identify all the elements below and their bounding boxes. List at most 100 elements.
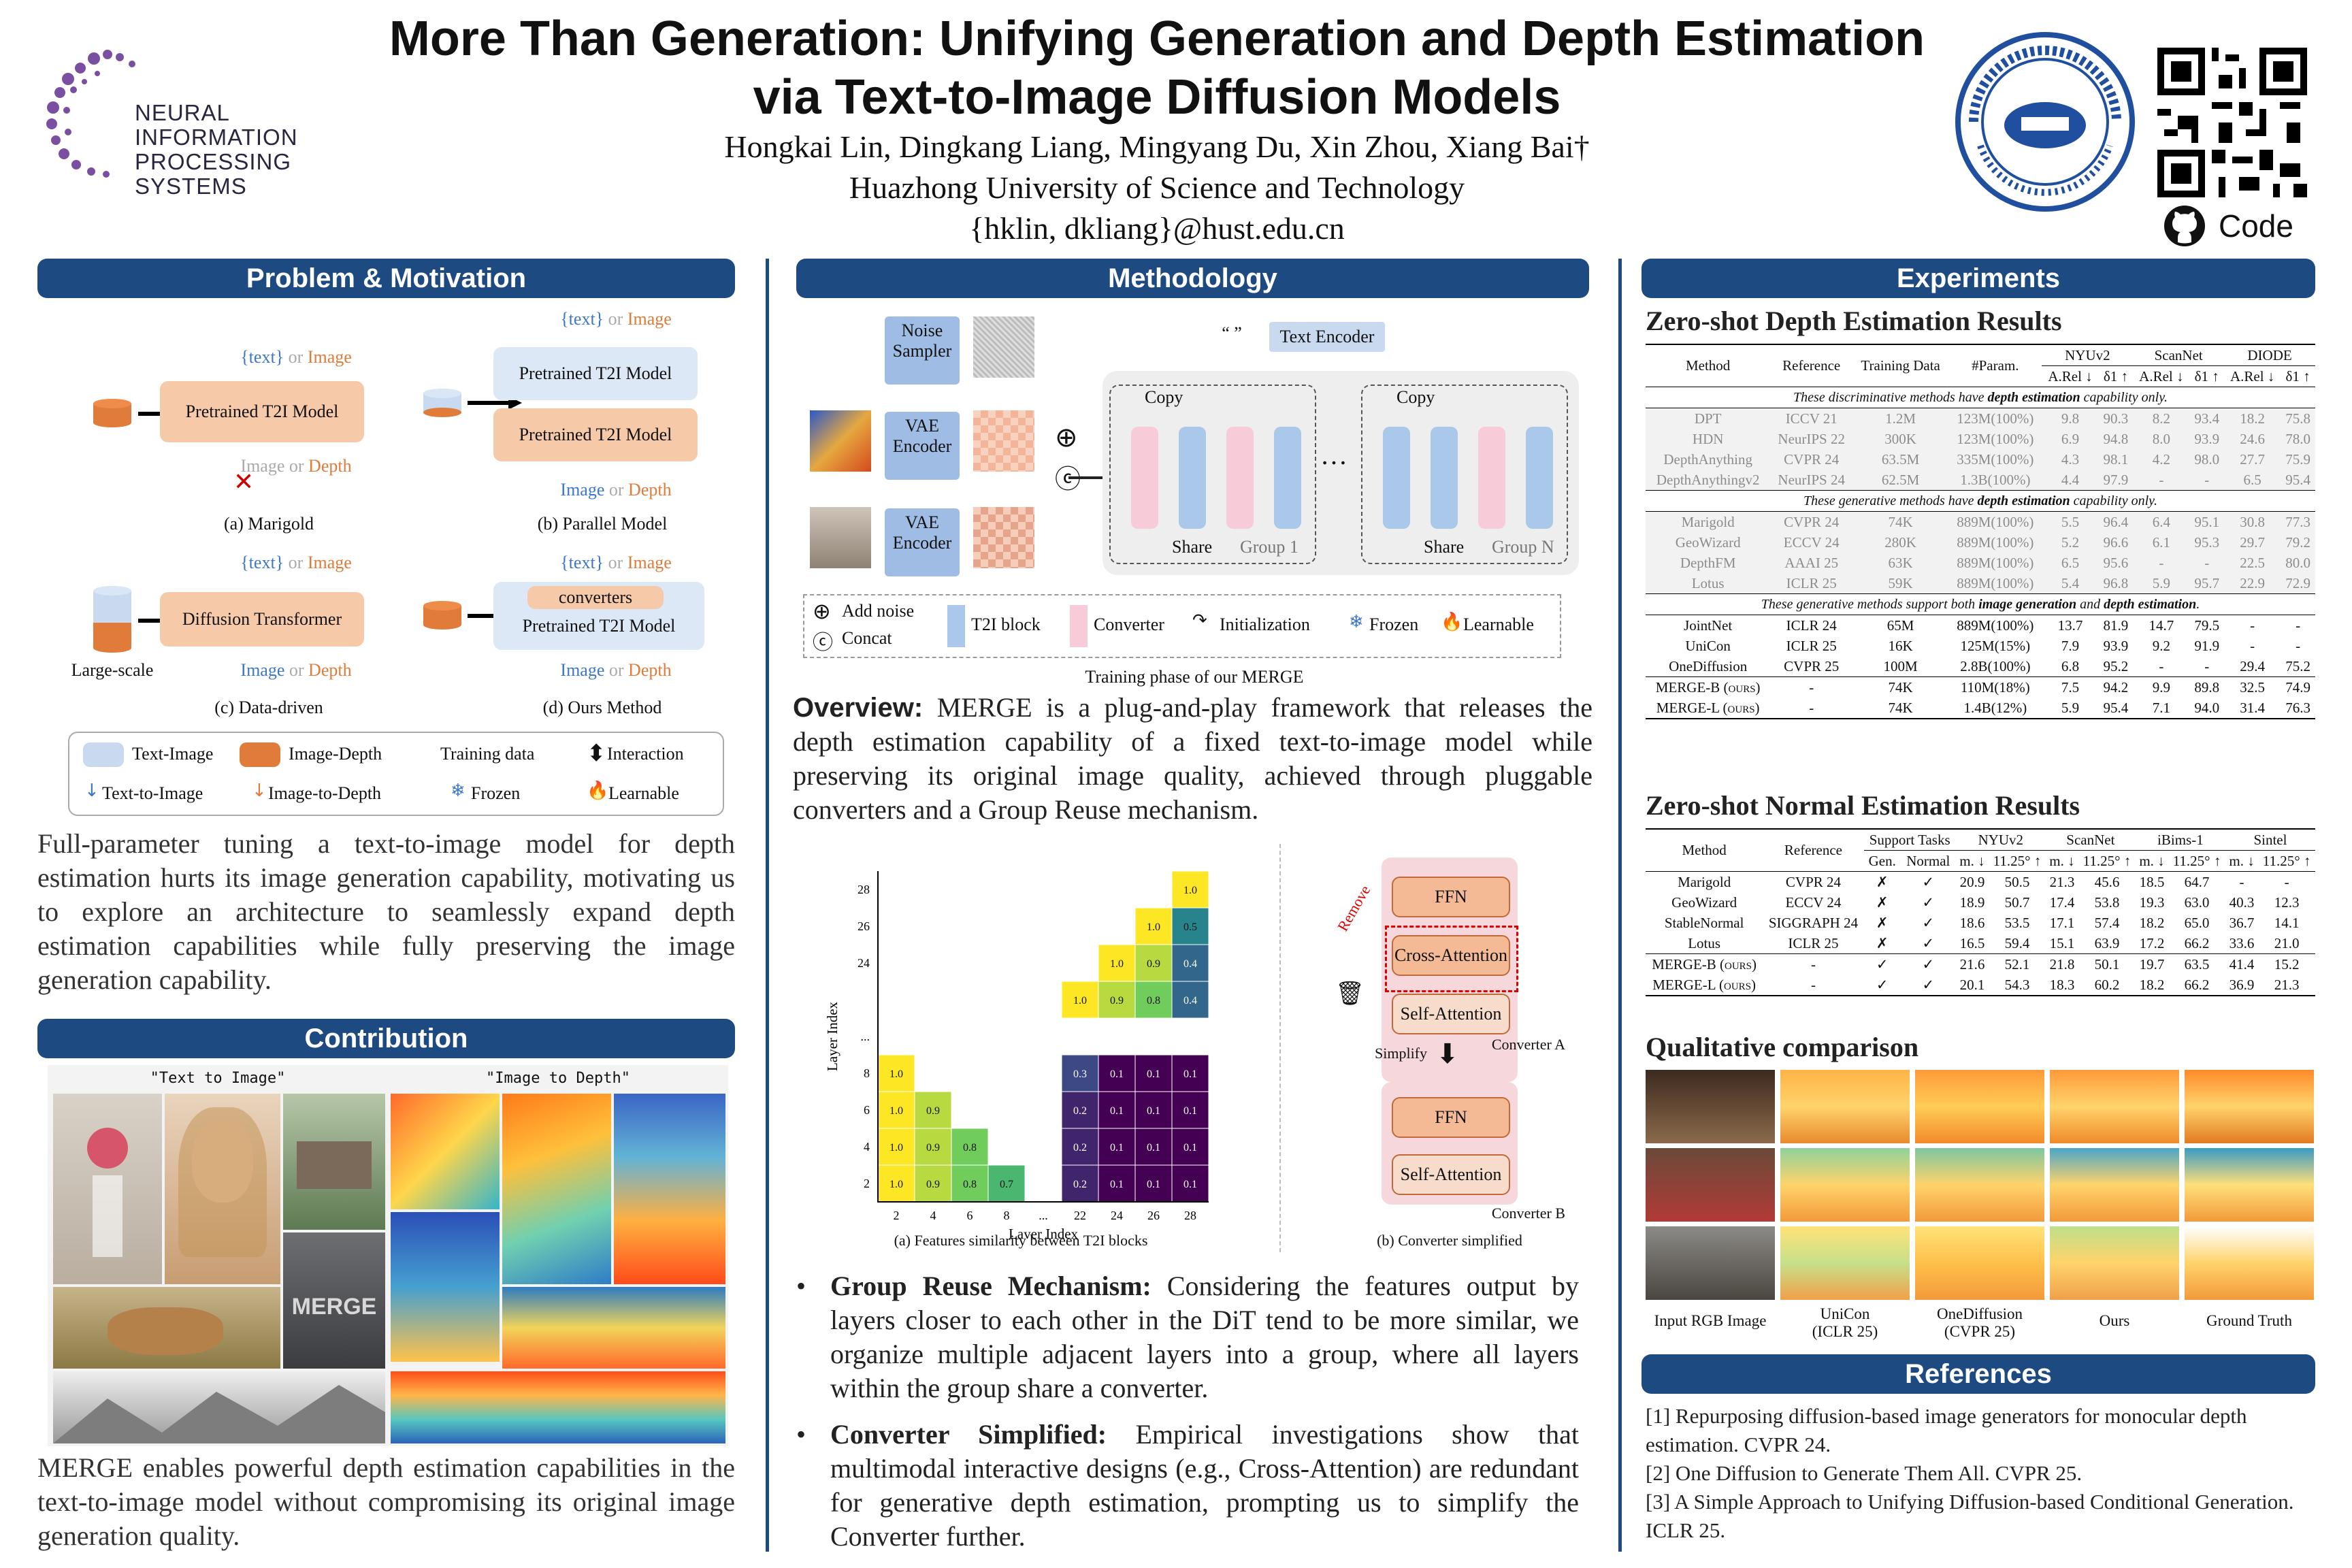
table-cell: 16.5 (1959, 934, 1985, 951)
groupN-box: Copy Share Group N (1361, 385, 1568, 564)
table-note-row: These discriminative methods have depth … (1646, 387, 2315, 408)
table-cell: 15.1 (2049, 934, 2075, 951)
parallel-inputs: {text} or Image (560, 309, 672, 329)
heatmap-value: 0.1 (1110, 1179, 1124, 1190)
table-cell: 98.1 (2098, 449, 2134, 470)
table-cell: 75.8 (2281, 408, 2315, 429)
heatmap-cell (1061, 1164, 1099, 1203)
table-cell: 9.2 (2152, 637, 2170, 654)
metric-header: m. ↓ (1959, 852, 1985, 869)
th-n-reference: Reference (1784, 842, 1842, 858)
ours-model: converters Pretrained T2I Model (493, 582, 704, 650)
heatmap-cell (1061, 1128, 1099, 1166)
contribution-figure: "Text to Image" "Image to Depth" MERGE (48, 1065, 728, 1446)
converter-block (1478, 427, 1505, 529)
table-row: GeoWizard ECCV 24 ✗ ✓ 18.9 50.7 17.4 53.8 19.3 63… (1646, 892, 2315, 913)
normal-table-wrap: Method Reference Support Tasks NYUv2 Sca… (1646, 828, 2315, 996)
metric-header: δ1 ↑ (2194, 368, 2219, 385)
heatmap-value: 1.0 (1147, 921, 1160, 933)
heatmap-cell (987, 1164, 1026, 1203)
table-cell: 4.2 (2133, 449, 2190, 470)
table-row: MERGE-L (ours) - 74K 1.4B(12%) 5.9 95.4 7.1 94.… (1646, 698, 2315, 719)
table-cell: 74K (1888, 679, 1913, 696)
group1-box: Copy Share Group 1 (1109, 385, 1316, 564)
heatmap-value: 0.1 (1147, 1105, 1160, 1117)
x-tick-label: 26 (1147, 1209, 1160, 1222)
table-cell: 81.9 (2103, 617, 2129, 634)
table-cell: 18.2 (2139, 976, 2165, 993)
legend-interaction: Interaction (607, 744, 684, 764)
table-cell: 889M(100%) (1948, 532, 2042, 553)
legend-concat-icon: ⓒ (813, 631, 833, 655)
table-cell: 75.2 (2285, 657, 2310, 674)
table-row: Marigold CVPR 24 ✗ ✓ 20.9 50.5 21.3 45.6 18.5 64.… (1646, 872, 2315, 893)
heatmap-value: 0.2 (1073, 1142, 1087, 1154)
y-tick-label: 6 (864, 1103, 870, 1117)
table-cell: 95.4 (2103, 699, 2129, 716)
heatmap-cell (1098, 1054, 1136, 1092)
table-cell: 74K (1888, 699, 1913, 716)
depth-portrait (502, 1094, 611, 1284)
table-cell: 24.6 (2224, 429, 2281, 449)
references-list: [1] Repurposing diffusion-based image ge… (1646, 1402, 2299, 1545)
fire-icon: 🔥 (587, 781, 609, 801)
table-row: Lotus ICLR 25 59K 889M(100%) 5.4 96.8 5.9 95.7 2… (1646, 573, 2315, 594)
table-cell: 60.2 (2094, 976, 2120, 993)
table-cell: 91.9 (2194, 637, 2220, 654)
heatmap-cell (1098, 1164, 1136, 1203)
code-label[interactable]: Code (2219, 208, 2293, 244)
heatmap-cell (1134, 1164, 1173, 1203)
table-cell: ✗ (1876, 934, 1889, 951)
table-cell: - (2296, 617, 2301, 634)
heatmap-value: 0.4 (1183, 958, 1197, 970)
table-cell: 72.9 (2281, 573, 2315, 594)
table-row: JointNet ICLR 24 65M 889M(100%) 13.7 81.9 14.7… (1646, 615, 2315, 636)
table-cell: 5.9 (2061, 699, 2080, 716)
x-tick-label: 8 (1004, 1209, 1010, 1222)
x-tick-label: 2 (894, 1209, 900, 1222)
code-link[interactable]: Code (2163, 204, 2293, 248)
self-attention-a: Self-Attention (1392, 994, 1510, 1034)
table-cell: 31.4 (2240, 699, 2265, 716)
heatmap-value: 0.1 (1183, 1068, 1197, 1080)
table-cell: 13.7 (2057, 617, 2083, 634)
normal-table: Method Reference Support Tasks NYUv2 Sca… (1646, 828, 2315, 996)
table-row: MERGE-B (ours) - ✓ ✓ 21.6 52.1 21.8 50.1 19.7 63.… (1646, 953, 2315, 975)
table-cell: JointNet (1684, 617, 1733, 634)
x-tick-label: 6 (967, 1209, 973, 1222)
legend-text-image-swatch (83, 742, 124, 767)
method-heading: Methodology (796, 259, 1589, 298)
table-cell: ICLR 25 (1788, 934, 1839, 951)
qr-code[interactable] (2157, 48, 2307, 197)
hust-seal-icon (1955, 32, 2135, 212)
github-icon[interactable] (2163, 204, 2206, 248)
heatmap-cell (877, 1128, 915, 1166)
th-reference: Reference (1782, 357, 1841, 374)
large-scale-label: Large-scale (71, 660, 154, 680)
x-tick-label: 28 (1184, 1209, 1196, 1222)
noise-patch (973, 316, 1034, 378)
dit-backbone: Copy Share Group 1 … Copy Share Group N (1102, 371, 1579, 575)
table-cell: 18.9 (1959, 894, 1985, 911)
qual-rgb-2 (1646, 1148, 1775, 1222)
table-cell: SIGGRAPH 24 (1768, 914, 1859, 931)
heatmap-value: 0.2 (1073, 1105, 1087, 1117)
share-label-2: Share (1424, 537, 1465, 557)
photo-lion (53, 1287, 280, 1369)
table-cell: CVPR 24 (1785, 873, 1841, 890)
heatmap-value: 0.1 (1183, 1142, 1197, 1154)
th-support-tasks: Support Tasks (1863, 829, 1956, 851)
qual-onediff-2 (1915, 1148, 2044, 1222)
table-cell: DepthFM (1646, 553, 1771, 573)
depth-latent (973, 410, 1034, 472)
label-i2d: "Image to Depth" (486, 1070, 630, 1087)
heatmap-value: 1.0 (889, 1142, 903, 1154)
table-cell: 66.2 (2184, 976, 2210, 993)
table-cell: 7.5 (2061, 679, 2080, 696)
normal-table-title: Zero-shot Normal Estimation Results (1646, 790, 2080, 821)
table-cell: 54.3 (2004, 976, 2030, 993)
table-cell: 21.3 (2274, 976, 2300, 993)
legend-frozen: Frozen (471, 783, 521, 803)
qr-code-icon[interactable] (2157, 48, 2307, 197)
table-cell: MERGE-B (ours) (1652, 956, 1757, 973)
